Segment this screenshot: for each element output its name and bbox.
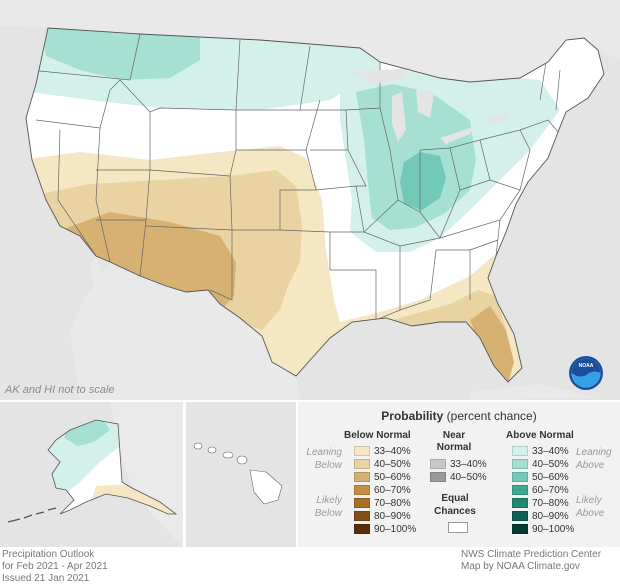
above-normal-swatch bbox=[512, 524, 528, 534]
footer-credit: Map by NOAA Climate.gov bbox=[461, 561, 580, 572]
above-normal-legend-item: 50–60% bbox=[512, 471, 569, 483]
below-normal-legend-item: 60–70% bbox=[354, 484, 411, 496]
legend-title-bold: Probability bbox=[381, 409, 444, 423]
above-normal-legend-item: 40–50% bbox=[512, 458, 569, 470]
above-normal-range-label: 50–60% bbox=[532, 471, 569, 483]
below-normal-range-label: 60–70% bbox=[374, 484, 411, 496]
alaska-map bbox=[0, 402, 183, 547]
below-normal-range-label: 33–40% bbox=[374, 445, 411, 457]
below-normal-legend-item: 40–50% bbox=[354, 458, 411, 470]
below-normal-legend-item: 90–100% bbox=[354, 523, 416, 535]
below-normal-legend-item: 33–40% bbox=[354, 445, 411, 457]
equal-chances-swatch bbox=[448, 522, 468, 533]
equal-chances-label: Equal Chances bbox=[432, 492, 478, 518]
leaning-below-label: Leaning Below bbox=[298, 446, 342, 472]
below-normal-range-label: 70–80% bbox=[374, 497, 411, 509]
near-normal-legend-item: 33–40% bbox=[430, 458, 487, 470]
equal-chances-line2: Chances bbox=[434, 506, 476, 517]
likely-below-line2: Below bbox=[314, 508, 342, 519]
near-normal-range-label: 33–40% bbox=[450, 458, 487, 470]
below-normal-swatch bbox=[354, 472, 370, 482]
above-normal-legend-item: 33–40% bbox=[512, 445, 569, 457]
likely-below-label: Likely Below bbox=[298, 494, 342, 520]
baja-peninsula bbox=[90, 256, 140, 372]
below-normal-range-label: 40–50% bbox=[374, 458, 411, 470]
near-normal-swatch bbox=[430, 472, 446, 482]
below-normal-legend-item: 50–60% bbox=[354, 471, 411, 483]
equal-chances-line1: Equal bbox=[441, 493, 469, 504]
leaning-above-line1: Leaning bbox=[576, 447, 612, 458]
cuba-land bbox=[470, 384, 600, 400]
aleutian-islands bbox=[7, 507, 57, 523]
below-normal-swatch bbox=[354, 511, 370, 521]
above-normal-swatch bbox=[512, 498, 528, 508]
footer-period: for Feb 2021 - Apr 2021 bbox=[2, 561, 108, 572]
above-normal-header: Above Normal bbox=[506, 430, 574, 441]
likely-above-label: Likely Above bbox=[576, 494, 620, 520]
hawaii-islands bbox=[193, 442, 283, 505]
above-normal-range-label: 60–70% bbox=[532, 484, 569, 496]
great-lakes bbox=[352, 68, 512, 144]
footer-left: Precipitation Outlook for Feb 2021 - Apr… bbox=[2, 549, 108, 585]
above-normal-range-label: 33–40% bbox=[532, 445, 569, 457]
near-normal-header-2: Normal bbox=[436, 442, 472, 453]
above-normal-range-label: 70–80% bbox=[532, 497, 569, 509]
noaa-logo-text: NOAA bbox=[579, 363, 594, 369]
above-50-60-indiana bbox=[400, 152, 446, 210]
below-normal-legend-item: 70–80% bbox=[354, 497, 411, 509]
likely-below-line1: Likely bbox=[316, 495, 342, 506]
state-boundaries bbox=[29, 33, 561, 321]
above-normal-range-label: 40–50% bbox=[532, 458, 569, 470]
below-normal-legend-item: 80–90% bbox=[354, 510, 411, 522]
footer-product: Precipitation Outlook bbox=[2, 549, 95, 560]
below-normal-swatch bbox=[354, 498, 370, 508]
above-normal-legend-item: 90–100% bbox=[512, 523, 574, 535]
near-normal-header-1: Near bbox=[442, 430, 466, 441]
above-normal-swatch bbox=[512, 446, 528, 456]
legend-panel: Probability (percent chance) Below Norma… bbox=[298, 402, 620, 547]
below-50-60-florida bbox=[470, 306, 514, 382]
footer-issued: Issued 21 Jan 2021 bbox=[2, 573, 90, 584]
leaning-above-line2: Above bbox=[576, 460, 605, 471]
near-normal-range-label: 40–50% bbox=[450, 471, 487, 483]
above-normal-range-label: 80–90% bbox=[532, 510, 569, 522]
leaning-above-label: Leaning Above bbox=[576, 446, 620, 472]
above-normal-range-label: 90–100% bbox=[532, 523, 575, 535]
likely-above-line1: Likely bbox=[576, 495, 602, 506]
footer-source: NWS Climate Prediction Center bbox=[461, 549, 602, 560]
above-normal-legend-item: 80–90% bbox=[512, 510, 569, 522]
below-normal-range-label: 80–90% bbox=[374, 510, 411, 522]
above-40-50-northwest bbox=[40, 28, 200, 80]
near-normal-legend-item: 40–50% bbox=[430, 471, 487, 483]
above-normal-swatch bbox=[512, 485, 528, 495]
conus-outlook-map: NOAA bbox=[0, 0, 620, 400]
likely-above-line2: Above bbox=[576, 508, 605, 519]
above-normal-legend-item: 60–70% bbox=[512, 484, 569, 496]
above-normal-swatch bbox=[512, 459, 528, 469]
above-normal-swatch bbox=[512, 511, 528, 521]
leaning-below-line2: Below bbox=[314, 460, 342, 471]
near-normal-swatch bbox=[430, 459, 446, 469]
leaning-below-line1: Leaning bbox=[306, 447, 342, 458]
below-normal-swatch bbox=[354, 524, 370, 534]
legend-title-rest: (percent chance) bbox=[443, 409, 537, 423]
below-normal-swatch bbox=[354, 485, 370, 495]
below-normal-range-label: 50–60% bbox=[374, 471, 411, 483]
canada-land bbox=[0, 0, 620, 82]
below-normal-header: Below Normal bbox=[344, 430, 411, 441]
hawaii-map bbox=[186, 402, 296, 547]
below-normal-swatch bbox=[354, 446, 370, 456]
noaa-logo: NOAA bbox=[569, 356, 603, 390]
above-normal-legend-item: 70–80% bbox=[512, 497, 569, 509]
below-normal-swatch bbox=[354, 459, 370, 469]
below-50-60-southwest bbox=[56, 212, 236, 316]
below-normal-range-label: 90–100% bbox=[374, 523, 417, 535]
above-normal-swatch bbox=[512, 472, 528, 482]
footer-right: NWS Climate Prediction Center Map by NOA… bbox=[461, 549, 601, 573]
scale-note: AK and HI not to scale bbox=[5, 384, 115, 396]
legend-title: Probability (percent chance) bbox=[298, 409, 620, 423]
